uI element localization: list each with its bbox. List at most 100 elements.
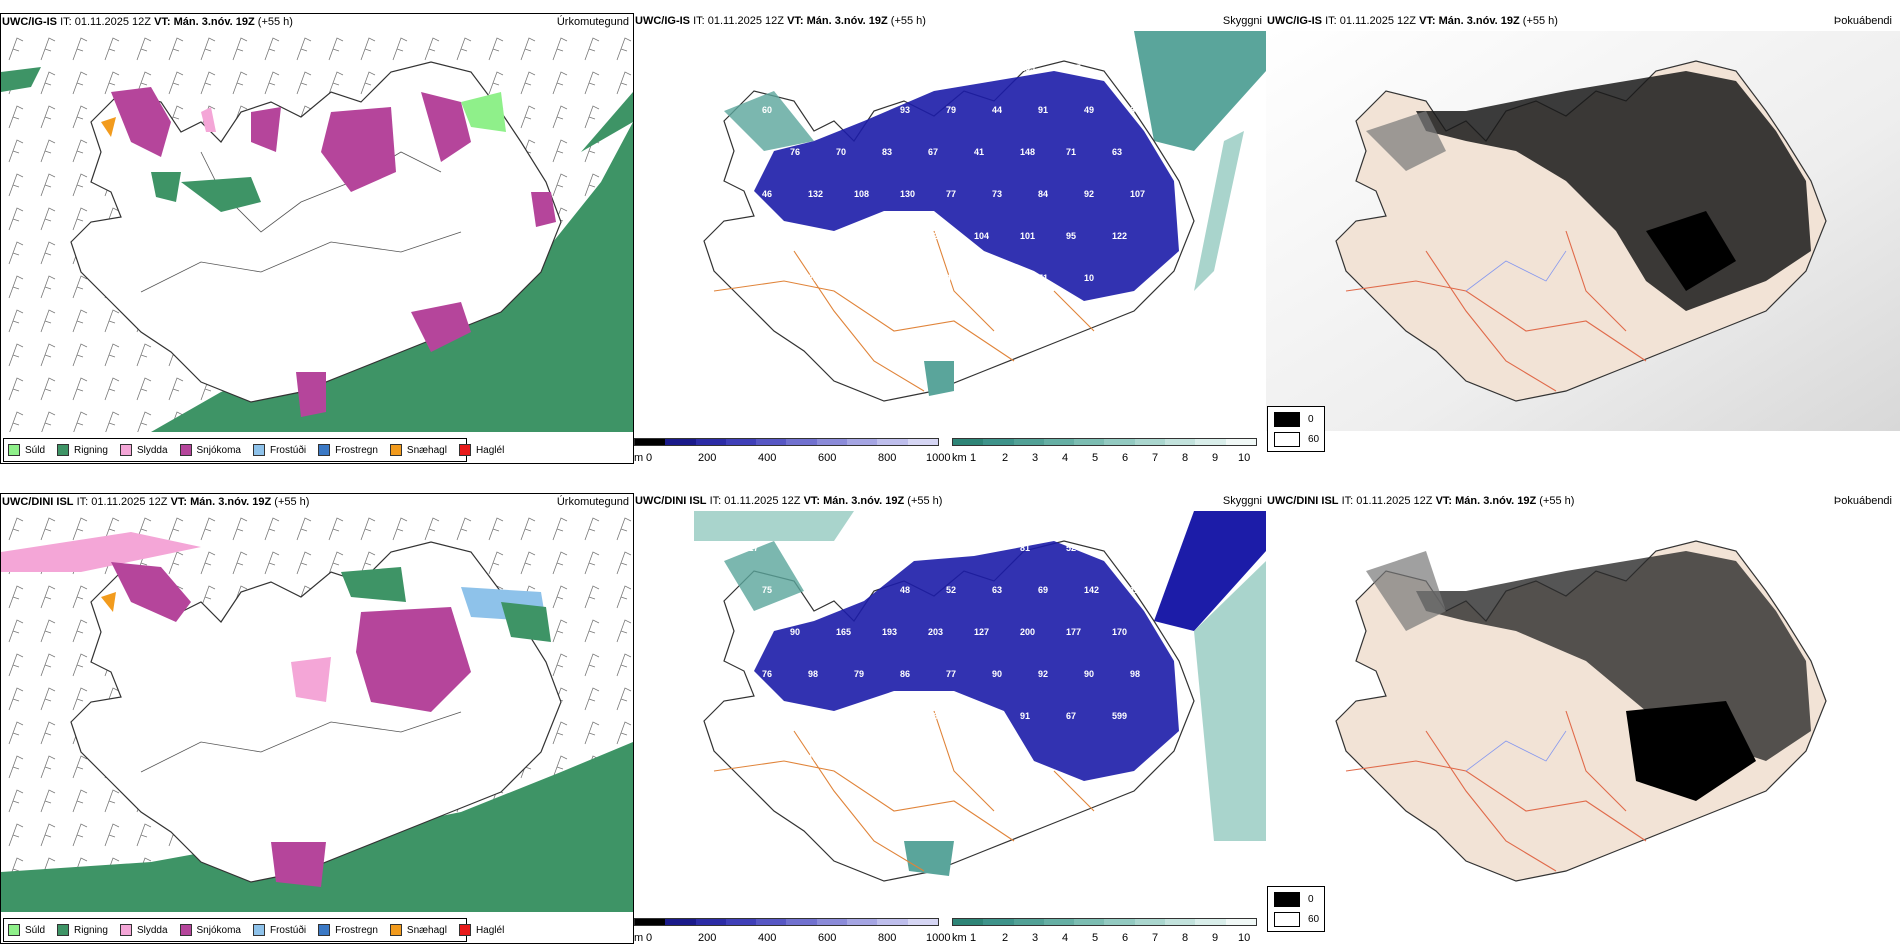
visibility-map: 117 156 122 146 81 75 81 52 69 75 57 58 48 52 63 69 142 1… xyxy=(694,511,1266,882)
visibility-value-label: 85 xyxy=(744,231,754,241)
visibility-value-label: 127 xyxy=(974,627,989,637)
legend-item-graupel: Snæhagl xyxy=(389,444,447,456)
fog-legend: 0 60 xyxy=(1267,886,1325,932)
legend-swatch xyxy=(57,444,70,456)
visibility-value-label: 43 xyxy=(928,63,938,73)
visibility-tick: 1 xyxy=(970,452,977,464)
legend-swatch xyxy=(119,924,132,936)
visibility-value-label: 128 xyxy=(744,63,759,73)
fog-swatch xyxy=(1274,412,1300,427)
visibility-value-label: 130 xyxy=(900,189,915,199)
visibility-value-label: 48 xyxy=(946,273,956,283)
legend-swatch xyxy=(458,444,471,456)
visibility-tick: 4 xyxy=(1062,932,1069,944)
panel-type-label: Skyggni xyxy=(1222,15,1262,27)
precip-type-panel-2: UWC/DINI ISL IT: 01.11.2025 12Z VT: Mán.… xyxy=(0,493,634,944)
legend-swatch xyxy=(179,444,192,456)
visibility-value-label: 77 xyxy=(946,189,956,199)
visibility-value-label: 52 xyxy=(1066,543,1076,553)
visibility-value-label: 58 xyxy=(854,585,864,595)
visibility-value-label: 63 xyxy=(1112,147,1122,157)
visibility-value-label: 82 xyxy=(882,231,892,241)
visibility-value-label: 84 xyxy=(1038,189,1048,199)
visibility-value-label: 41 xyxy=(974,147,984,157)
precip-type-panel-1: UWC/IG-IS IT: 01.11.2025 12Z VT: Mán. 3.… xyxy=(0,13,634,464)
fog-panel-1: UWC/IG-IS IT: 01.11.2025 12Z VT: Mán. 3.… xyxy=(1266,13,1900,464)
fog-legend-item: 60 xyxy=(1274,432,1319,447)
visibility-value-label: 108 xyxy=(854,189,869,199)
visibility-value-label: 117 xyxy=(744,543,759,553)
elevation-unit: m xyxy=(634,932,644,944)
visibility-tick: 7 xyxy=(1152,932,1159,944)
visibility-value-label: 44 xyxy=(992,105,1002,115)
visibility-value-label: 71 xyxy=(1038,273,1048,283)
visibility-value-label: 90 xyxy=(992,669,1002,679)
visibility-value-label: 76 xyxy=(790,147,800,157)
visibility-tick: 9 xyxy=(1212,932,1219,944)
visibility-value-label: 63 xyxy=(992,585,1002,595)
visibility-value-label: 10 xyxy=(1084,273,1094,283)
visibility-value-label: 127 xyxy=(744,711,759,721)
visibility-value-label: 91 xyxy=(1038,105,1048,115)
visibility-value-label: 79 xyxy=(854,669,864,679)
visibility-value-label: 49 xyxy=(1084,105,1094,115)
visibility-value-label: 48 xyxy=(900,585,910,595)
visibility-value-label: 113 xyxy=(1130,585,1145,595)
visibility-value-label: 599 xyxy=(1112,711,1127,721)
visibility-value-label: 163 xyxy=(808,753,823,763)
visibility-value-label: 203 xyxy=(928,627,943,637)
visibility-value-label: 101 xyxy=(1020,231,1035,241)
visibility-tick: 2 xyxy=(1002,452,1009,464)
panel-header: UWC/DINI ISL IT: 01.11.2025 12Z VT: Mán.… xyxy=(1267,495,1575,507)
panel-type-label: Úrkomutegund xyxy=(556,16,629,28)
panel-header: UWC/IG-IS IT: 01.11.2025 12Z VT: Mán. 3.… xyxy=(635,15,926,27)
visibility-value-label: 91 xyxy=(1020,711,1030,721)
legend-swatch xyxy=(179,924,192,936)
elevation-tick: 600 xyxy=(818,452,837,464)
visibility-tick: 5 xyxy=(1092,932,1099,944)
visibility-value-label: 137 xyxy=(744,147,759,157)
elevation-colorbar: m 0 200 400 600 800 1000 xyxy=(634,438,954,464)
panel-header: UWC/IG-IS IT: 01.11.2025 12Z VT: Mán. 3.… xyxy=(1267,15,1558,27)
visibility-tick: 9 xyxy=(1212,452,1219,464)
visibility-tick: 8 xyxy=(1182,452,1189,464)
visibility-value-label: 81 xyxy=(1020,543,1030,553)
elevation-tick: 0 xyxy=(646,452,653,464)
visibility-tick: 7 xyxy=(1152,452,1159,464)
legend-item-graupel: Snæhagl xyxy=(389,924,447,936)
visibility-tick: 6 xyxy=(1122,932,1129,944)
visibility-tick: 2 xyxy=(1002,932,1009,944)
elevation-tick: 1000 xyxy=(926,932,951,944)
fog-legend-item: 0 xyxy=(1274,892,1314,907)
visibility-tick: 6 xyxy=(1122,452,1129,464)
visibility-value-label: 98 xyxy=(1112,63,1122,73)
visibility-tick: 1 xyxy=(970,932,977,944)
fog-panel-2: UWC/DINI ISL IT: 01.11.2025 12Z VT: Mán.… xyxy=(1266,493,1900,944)
visibility-value-label: 170 xyxy=(1112,627,1127,637)
visibility-value-label: 90 xyxy=(790,627,800,637)
visibility-value-label: 104 xyxy=(808,105,823,115)
visibility-value-label: 297 xyxy=(808,273,823,283)
elevation-tick: 600 xyxy=(818,932,837,944)
visibility-value-label: 69 xyxy=(1038,585,1048,595)
legend-item-freezing-drizzle: Frostúði xyxy=(252,924,306,936)
legend-swatch xyxy=(318,444,331,456)
visibility-value-label: 901 xyxy=(762,753,777,763)
visibility-value-label: 122 xyxy=(836,543,851,553)
legend-item-sleet: Slydda xyxy=(119,444,168,456)
elevation-unit: m xyxy=(634,452,644,464)
elevation-tick: 1000 xyxy=(926,452,951,464)
precip-map xyxy=(1,512,633,912)
visibility-strip xyxy=(952,918,1257,926)
elevation-tick: 400 xyxy=(758,932,777,944)
visibility-value-label: 56 xyxy=(928,711,938,721)
visibility-unit: km xyxy=(952,932,967,944)
visibility-value-label: 60 xyxy=(762,105,772,115)
panel-header: UWC/IG-IS IT: 01.11.2025 12Z VT: Mán. 3.… xyxy=(2,16,293,28)
fog-legend-item: 60 xyxy=(1274,912,1319,927)
visibility-value-label: 107 xyxy=(1130,189,1145,199)
legend-item-drizzle: Súld xyxy=(8,924,45,936)
legend-item-snow: Snjókoma xyxy=(179,444,241,456)
legend-item-freezing-drizzle: Frostúði xyxy=(252,444,306,456)
visibility-strip xyxy=(952,438,1257,446)
